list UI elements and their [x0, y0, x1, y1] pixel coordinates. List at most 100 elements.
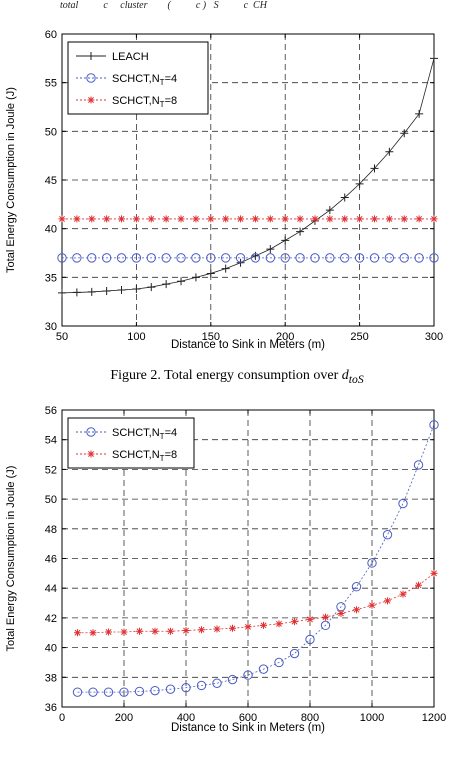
data-point [430, 54, 438, 63]
legend-label-subscript: T [160, 100, 165, 109]
chart-total-energy-vs-distance: 50 100 150 200 250 300 30 35 40 45 50 55 60 Distance … [5, 29, 443, 351]
data-point [266, 245, 275, 254]
series-2 [58, 215, 438, 223]
data-point [296, 215, 304, 223]
data-point [415, 215, 423, 223]
data-point [58, 288, 66, 297]
data-point [370, 215, 378, 223]
data-point [74, 629, 81, 637]
data-point [370, 164, 379, 173]
data-point [429, 420, 439, 430]
data-point [103, 215, 111, 223]
data-point [58, 215, 66, 223]
data-point [385, 147, 394, 156]
data-point [161, 253, 171, 263]
data-point [102, 286, 111, 295]
data-point [237, 215, 245, 223]
data-point [136, 627, 143, 635]
x-tick-label: 150 [202, 331, 220, 343]
legend-label-suffix: =8 [165, 95, 178, 107]
data-point [167, 627, 174, 635]
data-point [117, 285, 126, 294]
legend-label: SCHCT,NT=4 [112, 427, 177, 441]
data-point [134, 686, 145, 697]
data-point [382, 530, 393, 540]
x-tick-label: 800 [301, 712, 319, 724]
figure-caption-subscript: toS [348, 372, 364, 386]
data-point [399, 590, 407, 598]
legend-label-suffix: =4 [165, 427, 178, 439]
y-tick-label: 50 [45, 494, 57, 506]
legend: LEACH SCHCT,NT=4 SCHCT,NT=8 [67, 41, 209, 115]
x-axis-label: Distance to Sink in Meters (m) [171, 722, 325, 734]
data-point [296, 227, 305, 236]
data-point [57, 253, 67, 263]
data-point [368, 601, 376, 609]
y-tick-label: 36 [45, 702, 57, 714]
data-point [72, 253, 82, 263]
x-tick-label: 400 [177, 712, 195, 724]
data-point [429, 253, 439, 263]
data-point [235, 253, 246, 263]
data-point [400, 129, 409, 138]
data-point [326, 215, 334, 223]
y-axis-label: Total Energy Consumption in Joule (J) [5, 466, 17, 652]
y-tick-label: 35 [45, 272, 57, 284]
data-point [162, 280, 171, 289]
y-axis-label: Total Energy Consumption in Joule (J) [5, 87, 17, 273]
data-point [165, 684, 176, 694]
y-tick-label: 45 [45, 175, 57, 187]
data-point [198, 626, 205, 634]
legend-label-subscript: T [160, 432, 165, 441]
data-point [147, 283, 156, 292]
data-point [227, 674, 238, 685]
data-point [367, 558, 377, 568]
x-tick-label: 1000 [360, 712, 384, 724]
data-point [281, 215, 289, 223]
data-point [311, 215, 319, 223]
data-point [191, 273, 200, 282]
y-tick-label: 52 [45, 464, 57, 476]
data-point [116, 253, 127, 263]
y-tick-label: 50 [45, 126, 57, 138]
data-point [192, 215, 200, 223]
data-point [306, 615, 314, 623]
data-point [103, 687, 114, 697]
y-tick-label: 44 [45, 583, 57, 595]
data-point [119, 687, 129, 697]
data-point [430, 569, 438, 577]
data-point [310, 253, 320, 263]
data-point [206, 269, 215, 278]
data-point [351, 582, 362, 592]
series-1 [74, 569, 438, 637]
data-point [207, 215, 215, 223]
data-point [196, 680, 207, 691]
y-tick-label: 54 [45, 435, 57, 447]
data-point [191, 253, 201, 263]
data-point [322, 613, 329, 621]
data-point [414, 253, 424, 263]
data-point [355, 179, 364, 188]
data-point [88, 687, 98, 697]
legend-marker [87, 52, 95, 60]
data-point [281, 236, 290, 245]
data-point [341, 215, 349, 223]
data-point [384, 597, 391, 605]
y-tick-label: 48 [45, 524, 57, 536]
data-point [72, 288, 81, 297]
data-point [162, 215, 170, 223]
legend-marker [87, 96, 95, 104]
data-point [222, 215, 230, 223]
y-tick-label: 38 [45, 672, 57, 684]
legend-label: SCHCT,NT=8 [112, 95, 177, 109]
data-point [400, 215, 408, 223]
data-point [337, 609, 345, 617]
data-point [182, 627, 190, 635]
data-point [118, 215, 126, 223]
data-point [291, 618, 298, 626]
data-point [430, 215, 438, 223]
data-point [340, 253, 350, 263]
series-1 [57, 253, 439, 263]
data-point [250, 253, 261, 263]
legend-label: LEACH [112, 51, 149, 63]
